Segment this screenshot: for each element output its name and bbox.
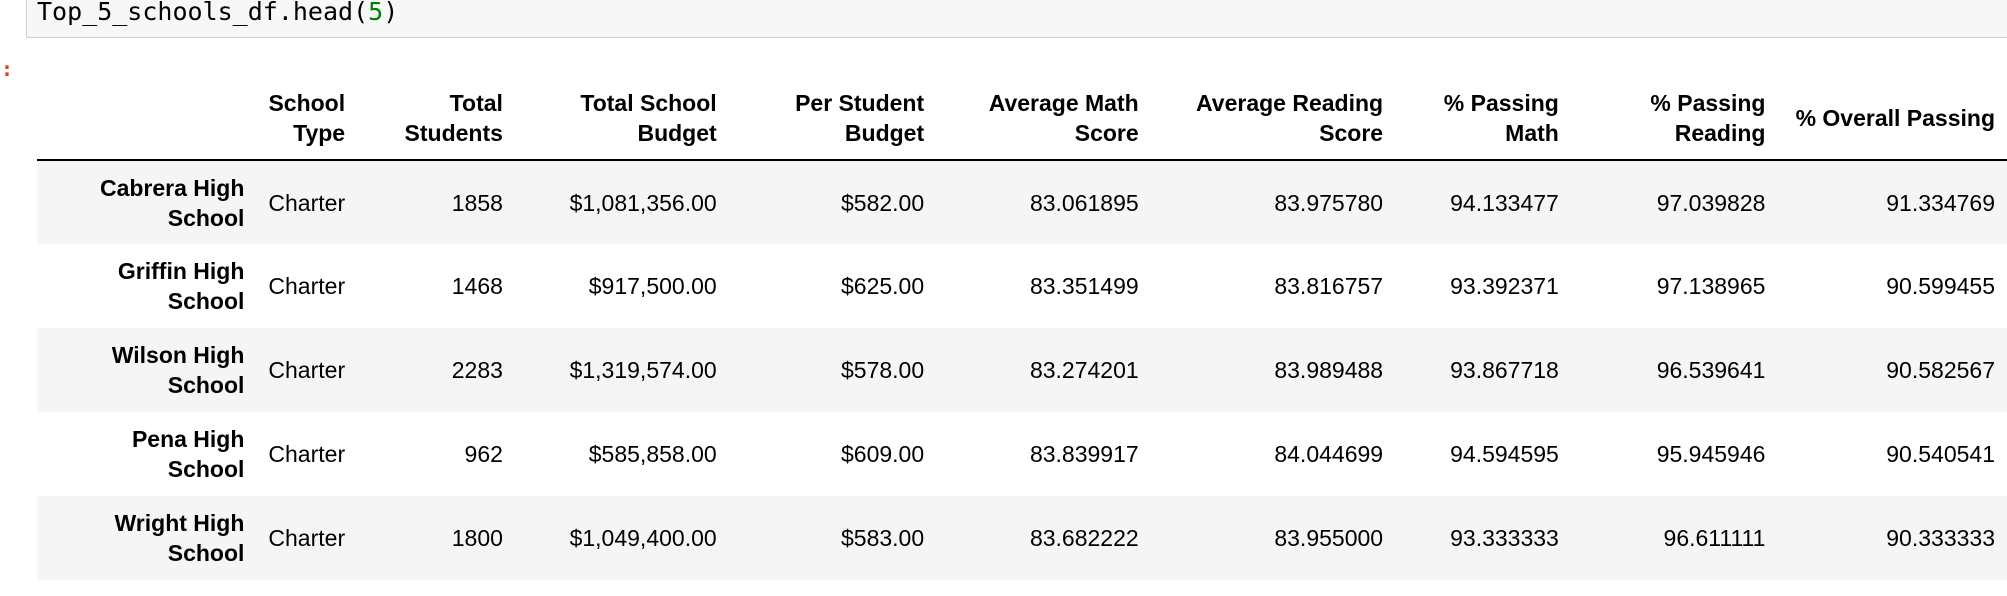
row-index-label: Griffin High School [117, 258, 245, 314]
table-cell: $582.00 [841, 189, 925, 216]
index-header [37, 78, 257, 161]
code-line: Top_5_schools_df.head(5) [37, 0, 398, 27]
row-index-label: Cabrera High School [99, 174, 245, 231]
table-cell: Charter [268, 441, 346, 467]
column-header: Total Students [357, 78, 515, 161]
table-cell: 97.039828 [1656, 189, 1766, 216]
dataframe-table: School Type Total Students Total School … [37, 78, 2007, 580]
table-cell: 90.582567 [1886, 357, 1995, 383]
table-cell: 83.839917 [1029, 441, 1139, 467]
header-row: School Type Total Students Total School … [37, 78, 2007, 161]
table-cell: 94.133477 [1450, 189, 1559, 216]
table-cell: 95.945946 [1656, 441, 1766, 467]
table-cell: 93.333333 [1450, 525, 1559, 551]
table-cell: 83.682222 [1029, 525, 1139, 551]
table-cell: Charter [268, 357, 346, 383]
code-input-cell[interactable]: Top_5_schools_df.head(5) [26, 0, 2007, 38]
table-cell: 97.138965 [1656, 273, 1766, 299]
table-cell: 91.334769 [1886, 189, 1995, 216]
table-cell: 96.611111 [1663, 525, 1766, 551]
table-cell: 1468 [451, 273, 503, 299]
table-cell: 1800 [451, 525, 503, 551]
column-header: Average Math Score [936, 78, 1151, 161]
table-cell: 90.540541 [1886, 441, 1995, 467]
table-cell: $917,500.00 [588, 273, 717, 299]
table-row: Pena High School Charter 962 $585,858.00… [37, 412, 2007, 496]
table-cell: $1,319,574.00 [569, 357, 717, 383]
table-cell: Charter [268, 189, 346, 216]
table-cell: 2283 [451, 357, 503, 383]
code-argument: 5 [368, 0, 384, 26]
column-header: School Type [256, 78, 358, 161]
row-index-label: Wright High School [114, 510, 245, 566]
table-cell: $609.00 [841, 441, 925, 467]
row-index-label: Pena High School [131, 426, 245, 482]
code-function-call: Top_5_schools_df.head( [37, 0, 369, 26]
table-cell: 90.333333 [1886, 525, 1995, 551]
column-header: % Passing Reading [1570, 78, 1778, 161]
table-row: Wright High School Charter 1800 $1,049,4… [37, 496, 2007, 580]
table-cell: 90.599455 [1886, 273, 1995, 299]
table-cell: $625.00 [841, 273, 925, 299]
column-header: Average Reading Score [1150, 78, 1396, 161]
table-cell: 83.061895 [1029, 189, 1139, 216]
table-header: School Type Total Students Total School … [37, 78, 2007, 161]
table-cell: Charter [268, 525, 346, 551]
table-row: Wilson High School Charter 2283 $1,319,5… [37, 328, 2007, 412]
table-cell: $1,081,356.00 [569, 189, 717, 216]
table-cell: 83.274201 [1029, 357, 1139, 383]
table-cell: 96.539641 [1656, 357, 1766, 383]
column-header: Per Student Budget [728, 78, 937, 161]
table-cell: 83.989488 [1274, 357, 1384, 383]
table-cell: 83.816757 [1274, 273, 1384, 299]
table-row: Griffin High School Charter 1468 $917,50… [37, 244, 2007, 328]
table-body: Cabrera High School Charter 1858 $1,081,… [37, 160, 2007, 580]
table-row: Cabrera High School Charter 1858 $1,081,… [37, 160, 2007, 244]
table-cell: 1858 [451, 189, 503, 216]
table-cell: Charter [268, 273, 346, 299]
table-cell: 84.044699 [1274, 441, 1384, 467]
table-cell: 94.594595 [1450, 441, 1559, 467]
table-cell: $578.00 [841, 357, 925, 383]
table-cell: $1,049,400.00 [569, 525, 717, 551]
table-cell: 83.975780 [1274, 189, 1384, 216]
table-cell: $585,858.00 [588, 441, 717, 467]
column-header: % Passing Math [1395, 78, 1571, 161]
table-cell: 93.392371 [1450, 273, 1559, 299]
column-header: Total School Budget [514, 78, 729, 161]
table-cell: 93.867718 [1450, 357, 1559, 383]
code-close-paren: ) [383, 0, 399, 26]
column-header: % Overall Passing [1777, 78, 2007, 161]
output-prompt: : [1, 57, 14, 81]
row-index-label: Wilson High School [111, 342, 245, 398]
table-cell: 83.955000 [1274, 525, 1384, 551]
table-cell: 83.351499 [1029, 273, 1139, 299]
table-cell: 962 [464, 441, 503, 467]
table-cell: $583.00 [841, 525, 925, 551]
